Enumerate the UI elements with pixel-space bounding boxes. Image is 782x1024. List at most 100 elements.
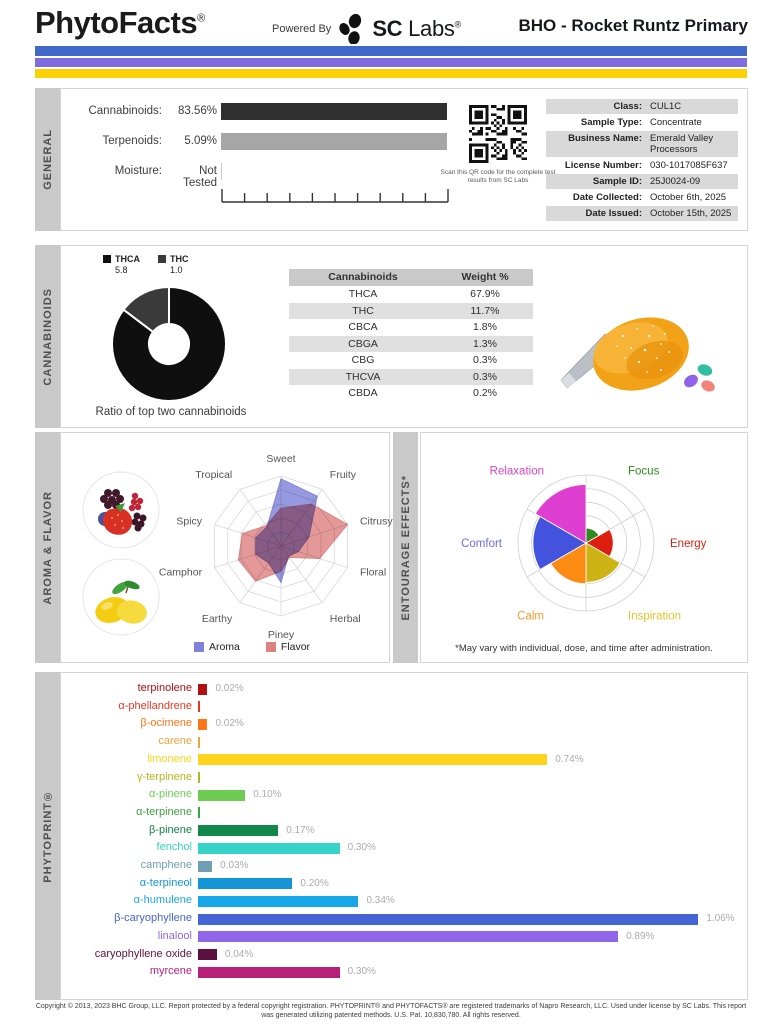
entourage-sector-calm — [550, 542, 587, 585]
cannabinoid-name: CBDA — [348, 387, 378, 399]
general-metric-row: Cannabinoids: 83.56% — [74, 103, 739, 120]
terpene-name: α-pinene — [148, 788, 192, 801]
donut-legend-value: 1.0 — [170, 265, 183, 275]
terpene-row: α-humulene 0.34% — [75, 893, 739, 908]
radar-axis-label: Fruity — [330, 469, 357, 481]
cannabinoid-table-header: Cannabinoids Weight % — [289, 269, 533, 286]
phytoprint-panel: terpinolene 0.02% α-phellandrene β-ocimene 0… — [60, 672, 748, 1000]
terpene-name: α-terpineol — [139, 876, 192, 889]
sc-labs-rest: Labs — [402, 16, 455, 41]
terpene-row: linalool 0.89% — [75, 929, 739, 944]
radar-axis-label: Floral — [360, 567, 386, 579]
copyright-line-2: was generated utilizing patented methods… — [261, 1011, 521, 1019]
terpene-value: 0.89% — [626, 930, 655, 942]
info-row: Sample ID: 25J0024-09 — [546, 174, 738, 189]
legend-swatch-icon — [265, 642, 276, 652]
table-row: THCVA 0.3% — [289, 368, 533, 385]
radar-axis-label: Citrusy — [360, 515, 393, 527]
copyright-footer: Copyright © 2013, 2023 BHC Group, LLC. R… — [30, 1003, 752, 1020]
info-value: October 6th, 2025 — [650, 192, 727, 203]
qr-code — [469, 105, 527, 163]
berries-icon — [82, 471, 160, 549]
cannabinoids-panel: THCA 5.8 THC 1.0 Ratio of top two cannabino… — [60, 245, 748, 428]
radar-legend: Aroma Flavor — [121, 641, 383, 653]
terpene-value: 0.10% — [253, 789, 282, 801]
sc-labs-color-dots-icon — [684, 364, 715, 392]
terpene-name: α-humulene — [133, 894, 192, 907]
column-header: Weight % — [461, 271, 509, 283]
terpene-row: myrcene 0.30% — [75, 964, 739, 979]
terpene-bar — [198, 754, 548, 766]
table-row: THCA 67.9% — [289, 286, 533, 303]
donut-legend-name: THCA — [115, 254, 140, 264]
terpene-value: 1.06% — [706, 913, 735, 925]
general-metric-label: Terpenoids: — [102, 135, 162, 147]
terpene-name: fenchol — [156, 841, 192, 854]
cannabinoid-weight: 67.9% — [470, 288, 500, 300]
terpene-bar-chart: terpinolene 0.02% α-phellandrene β-ocimene 0… — [75, 681, 739, 991]
info-row: Business Name: Emerald Valley Processors — [546, 131, 738, 157]
info-label: Class: — [613, 101, 642, 112]
terpene-bar — [198, 878, 293, 890]
terpene-name: β-pinene — [148, 823, 192, 836]
sc-labs-wordmark: SC Labs® — [372, 16, 461, 42]
powered-by-label: Powered By — [272, 23, 332, 35]
cannabinoid-weight: 1.3% — [473, 337, 497, 350]
terpene-name: terpinolene — [137, 682, 192, 694]
info-row: Class: CUL1C — [546, 99, 738, 114]
terpene-row: α-phellandrene — [75, 699, 739, 714]
section-tab-cannabinoids: CANNABINOIDS — [35, 245, 60, 428]
legend-swatch-icon — [103, 255, 111, 263]
entourage-effects-panel: Focus Energy Inspiration Calm Comfort Relaxat… — [420, 432, 748, 663]
terpene-bar — [198, 931, 619, 943]
terpene-name: myrcene — [149, 965, 192, 978]
cannabinoid-name: CBG — [351, 354, 375, 366]
column-header: Cannabinoids — [328, 271, 398, 283]
terpene-value: 0.03% — [220, 860, 249, 871]
info-label: Date Collected: — [572, 192, 642, 203]
terpene-row: terpinolene 0.02% — [75, 681, 739, 696]
info-label: Business Name: — [568, 133, 642, 144]
brand-stripe — [35, 46, 747, 56]
terpene-name: α-phellandrene — [118, 699, 192, 712]
info-label: Date Issued: — [585, 208, 643, 219]
table-row: CBG 0.3% — [289, 352, 533, 369]
terpene-bar — [198, 825, 279, 837]
radar-series-flavor — [237, 503, 349, 582]
terpene-bar — [198, 789, 246, 801]
radar-legend-item: Flavor — [265, 641, 310, 653]
sc-labs-registered-mark: ® — [454, 19, 462, 30]
table-row: THC 11.7% — [289, 302, 533, 319]
info-row: Sample Type: Concentrate — [546, 115, 738, 130]
radar-axis-label: Tropical — [195, 469, 232, 481]
section-tab-aroma-flavor-label: AROMA & FLAVOR — [41, 490, 54, 605]
general-metric-row: Moisture: Not Tested — [74, 163, 739, 189]
terpene-row: β-caryophyllene 1.06% — [75, 911, 739, 926]
entourage-sector-relaxation — [534, 484, 587, 544]
radar-axis-label: Herbal — [330, 613, 361, 625]
donut-legend-item: THC 1.0 — [158, 254, 189, 275]
terpene-bar — [198, 772, 200, 783]
sc-labs-bold: SC — [372, 16, 403, 41]
general-metric-label: Moisture: — [114, 165, 162, 177]
entourage-axis-label: Energy — [670, 538, 707, 550]
general-scale-ruler — [221, 189, 449, 203]
general-metric-bar — [221, 133, 447, 150]
table-row: CBCA 1.8% — [289, 319, 533, 336]
terpene-bar — [198, 895, 359, 907]
cannabinoid-weight: 0.3% — [473, 354, 497, 366]
phytofacts-logo: PhytoFacts® — [35, 5, 205, 41]
terpene-row: fenchol 0.30% — [75, 840, 739, 855]
terpene-name: β-ocimene — [140, 717, 192, 730]
terpene-name: β-caryophyllene — [114, 912, 192, 925]
general-metric-value: 5.09% — [184, 135, 217, 147]
radar-axis-label: Camphor — [159, 567, 203, 579]
info-value: Concentrate — [650, 117, 702, 128]
terpene-row: caryophyllene oxide 0.04% — [75, 947, 739, 962]
info-label: License Number: — [564, 160, 642, 171]
terpene-bar — [198, 807, 200, 819]
terpene-row: α-terpinene — [75, 805, 739, 820]
brand-stripe — [35, 69, 747, 78]
info-label: Sample ID: — [592, 176, 642, 187]
